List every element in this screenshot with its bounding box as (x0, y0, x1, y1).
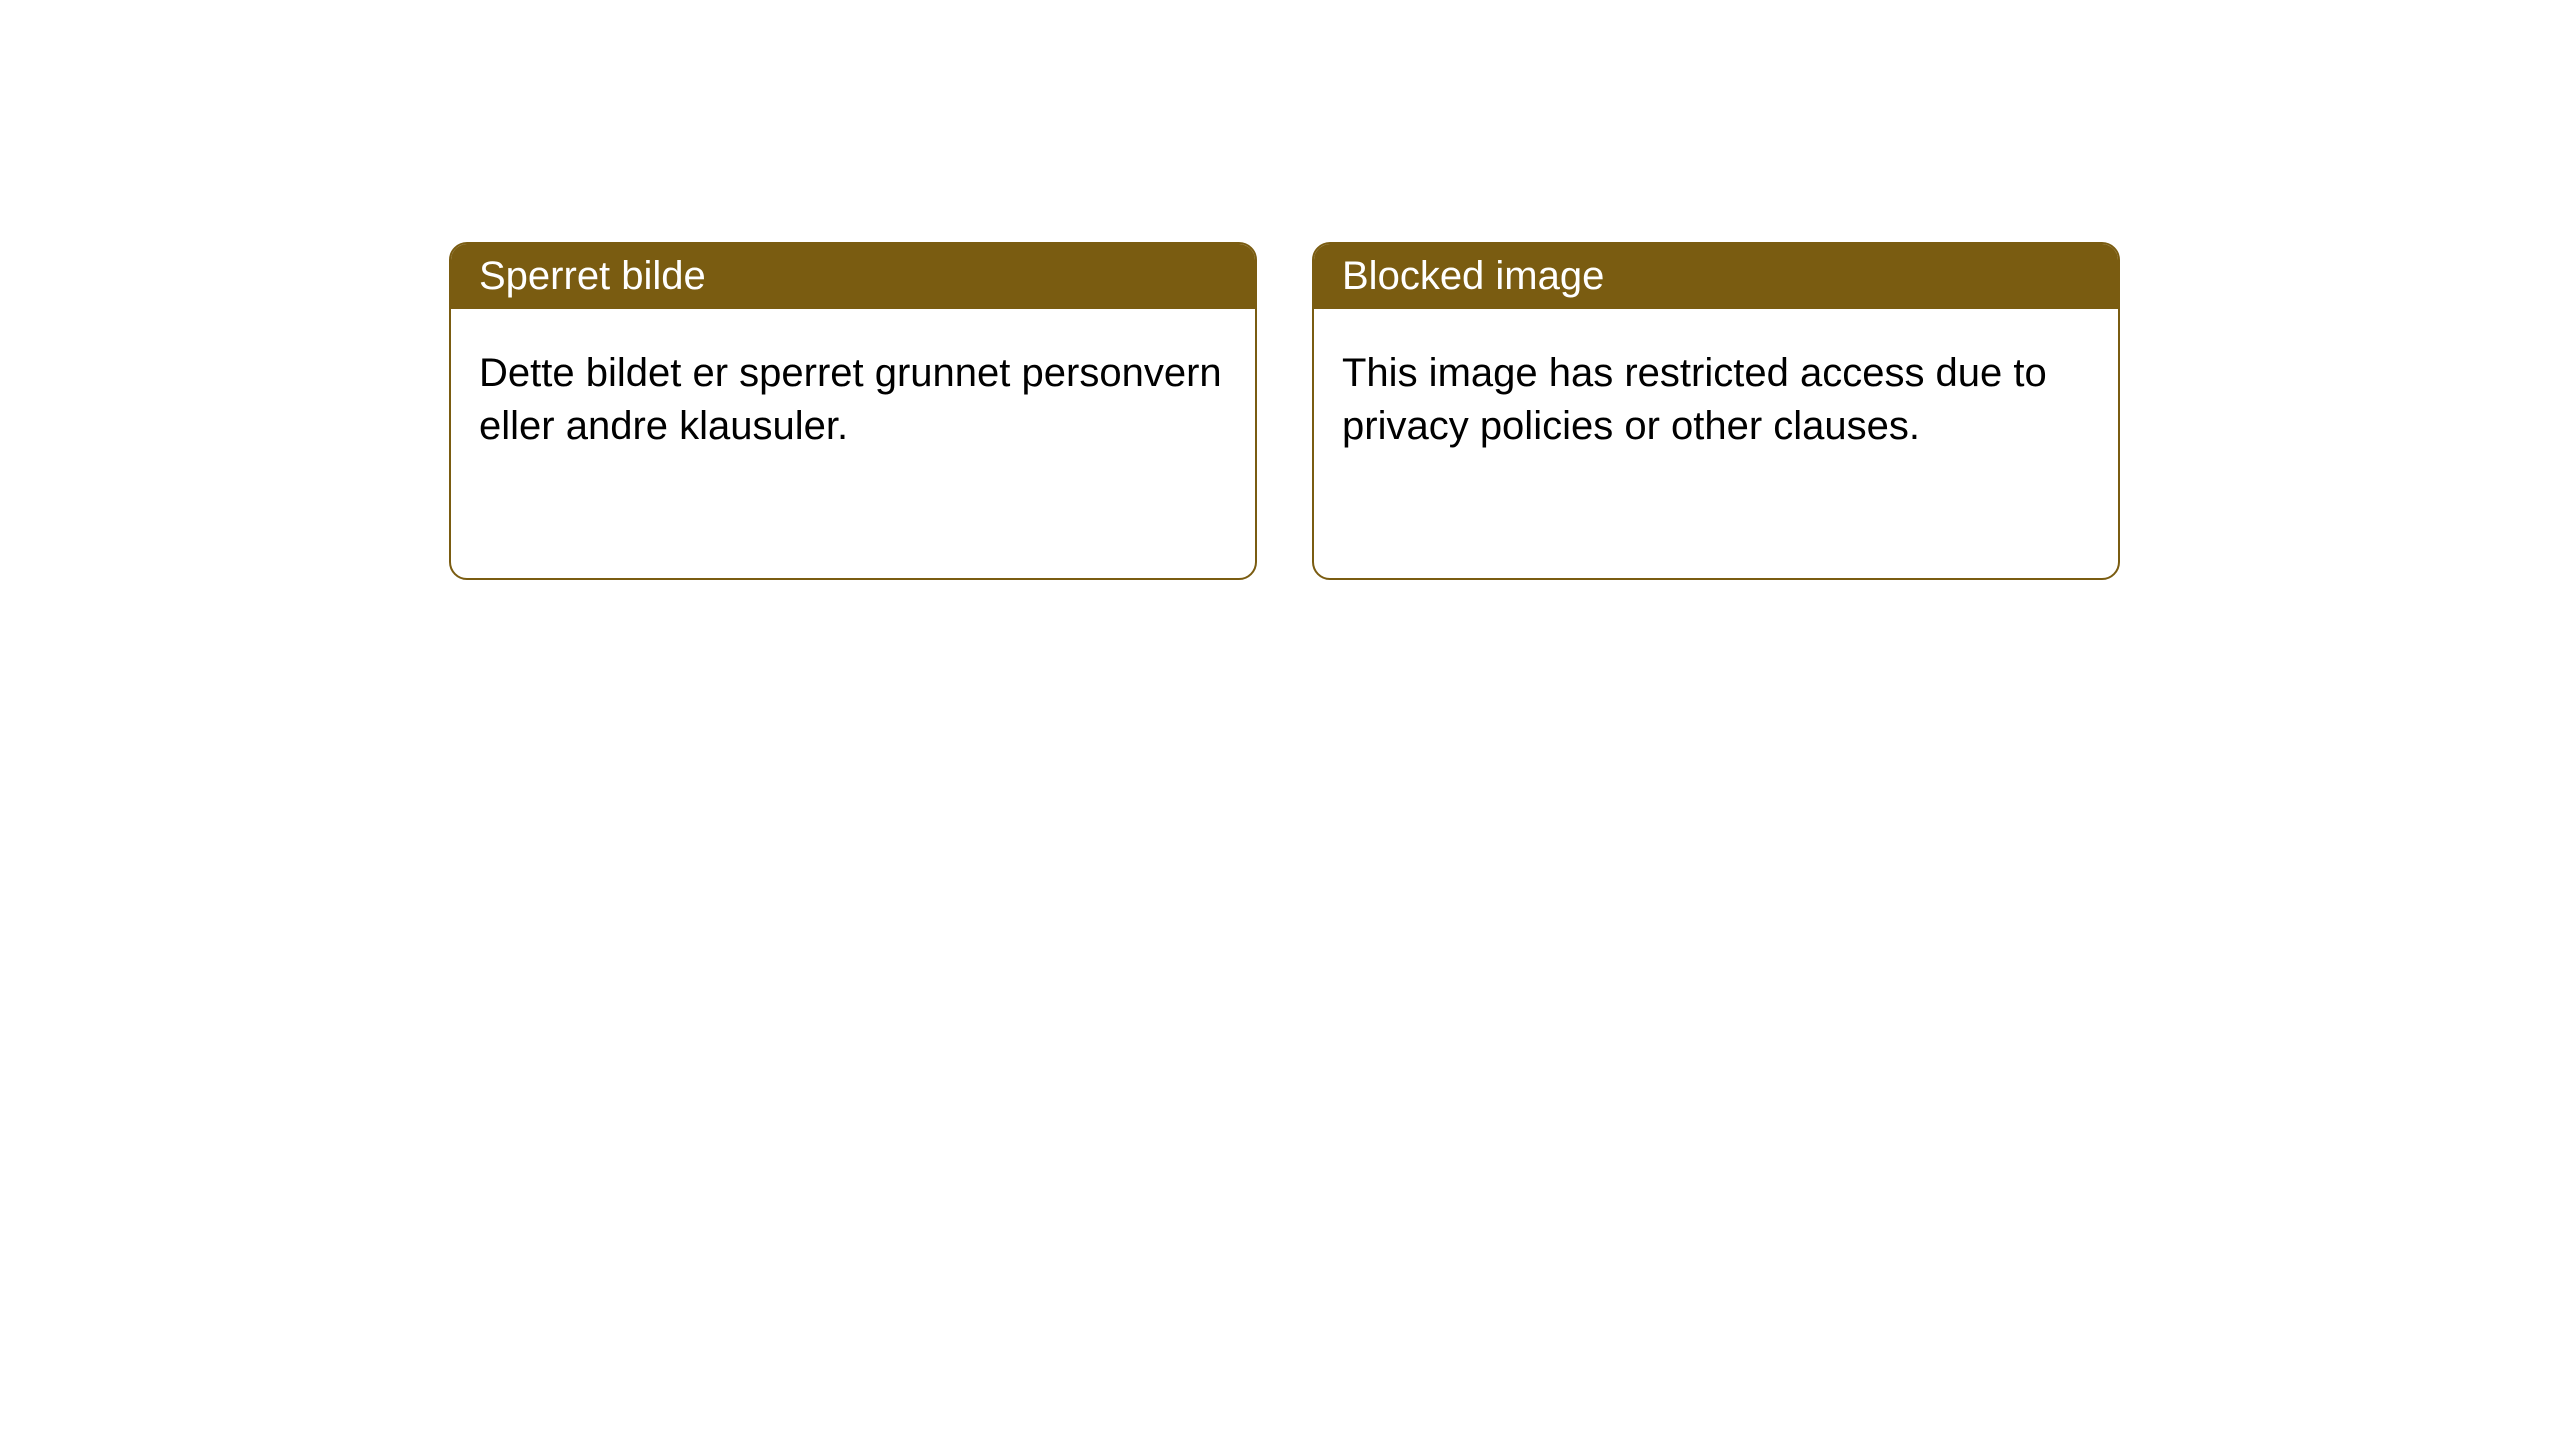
card-title: Blocked image (1342, 254, 1604, 298)
card-title: Sperret bilde (479, 254, 706, 298)
card-body-text: This image has restricted access due to … (1342, 351, 2047, 448)
notice-card-english: Blocked image This image has restricted … (1312, 242, 2120, 580)
card-header: Blocked image (1314, 244, 2118, 309)
card-body-text: Dette bildet er sperret grunnet personve… (479, 351, 1222, 448)
card-body: Dette bildet er sperret grunnet personve… (451, 309, 1255, 491)
card-header: Sperret bilde (451, 244, 1255, 309)
notice-container: Sperret bilde Dette bildet er sperret gr… (449, 242, 2120, 580)
notice-card-norwegian: Sperret bilde Dette bildet er sperret gr… (449, 242, 1257, 580)
card-body: This image has restricted access due to … (1314, 309, 2118, 491)
